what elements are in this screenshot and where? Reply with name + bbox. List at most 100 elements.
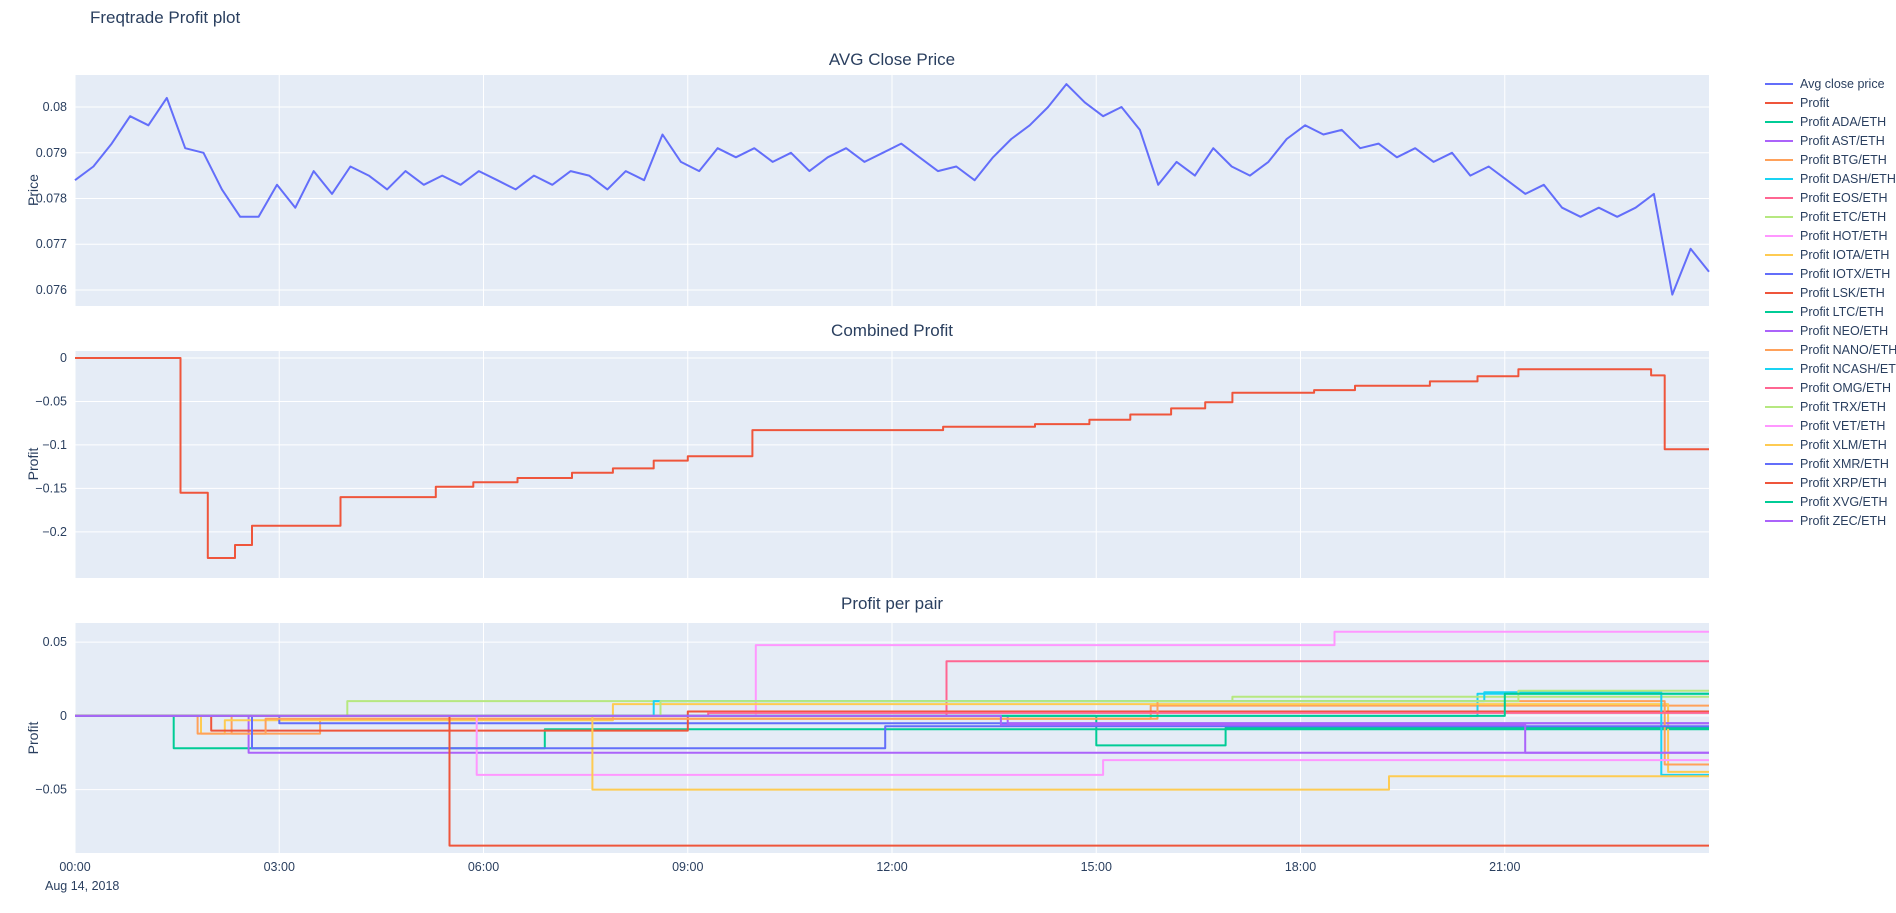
legend-item-label: Profit NANO/ETH [1800, 342, 1896, 357]
legend-item-label: Profit TRX/ETH [1800, 399, 1886, 414]
subplot-1: 0 −0.05 −0.1 −0.15 −0.2 [35, 351, 1709, 578]
y-tick-label: 0 [60, 351, 67, 365]
y-tick-label: 0.05 [43, 635, 67, 649]
legend-line-swatch [1765, 424, 1793, 427]
legend-item-label: Profit LTC/ETH [1800, 304, 1884, 319]
subplot-title-profit-per-pair: Profit per pair [840, 594, 944, 613]
legend-line-swatch [1765, 158, 1793, 161]
legend-item-profit-iota-eth[interactable]: Profit IOTA/ETH [1765, 245, 1896, 264]
legend-line-swatch [1765, 367, 1793, 370]
legend-item-label: Profit XMR/ETH [1800, 456, 1889, 471]
legend-item-avg-close-price[interactable]: Avg close price [1765, 74, 1896, 93]
legend-item-label: Profit IOTX/ETH [1800, 266, 1891, 281]
y-axis-title-price: Price [25, 174, 41, 206]
legend-line-swatch [1765, 215, 1793, 218]
legend-item-label: Profit ADA/ETH [1800, 114, 1887, 129]
series-line-profit-iota-eth [75, 703, 1709, 773]
legend-item-profit-trx-eth[interactable]: Profit TRX/ETH [1765, 397, 1896, 416]
series-line-profit-btg-eth [75, 704, 1709, 735]
x-tick-label: 21:00 [1489, 860, 1520, 874]
legend-line-swatch [1765, 139, 1793, 142]
legend-item-label: Profit AST/ETH [1800, 133, 1885, 148]
legend-item-label: Profit VET/ETH [1800, 418, 1886, 433]
subplot-title-avg-close-price: AVG Close Price [828, 50, 956, 69]
legend-item-label: Profit XLM/ETH [1800, 437, 1887, 452]
legend-item-profit-hot-eth[interactable]: Profit HOT/ETH [1765, 226, 1896, 245]
legend: Avg close price Profit Profit ADA/ETH Profi… [1765, 74, 1896, 530]
legend-item-profit-nano-eth[interactable]: Profit NANO/ETH [1765, 340, 1896, 359]
y-tick-label: −0.15 [35, 481, 67, 495]
legend-item-profit-xlm-eth[interactable]: Profit XLM/ETH [1765, 435, 1896, 454]
legend-item-label: Profit NCASH/ETH [1800, 361, 1896, 376]
legend-line-swatch [1765, 291, 1793, 294]
legend-item-profit-iotx-eth[interactable]: Profit IOTX/ETH [1765, 264, 1896, 283]
legend-item-label: Profit ZEC/ETH [1800, 513, 1887, 528]
legend-line-swatch [1765, 272, 1793, 275]
legend-item-profit-ncash-eth[interactable]: Profit NCASH/ETH [1765, 359, 1896, 378]
legend-line-swatch [1765, 196, 1793, 199]
legend-item-profit-xrp-eth[interactable]: Profit XRP/ETH [1765, 473, 1896, 492]
x-tick-label: 18:00 [1285, 860, 1316, 874]
legend-line-swatch [1765, 481, 1793, 484]
x-tick-label: 12:00 [876, 860, 907, 874]
legend-line-swatch [1765, 101, 1793, 104]
legend-item-label: Profit LSK/ETH [1800, 285, 1885, 300]
legend-item-label: Profit DASH/ETH [1800, 171, 1896, 186]
y-tick-label: −0.05 [35, 783, 67, 797]
legend-line-swatch [1765, 405, 1793, 408]
legend-line-swatch [1765, 519, 1793, 522]
legend-item-label: Profit HOT/ETH [1800, 228, 1888, 243]
legend-item-profit-dash-eth[interactable]: Profit DASH/ETH [1765, 169, 1896, 188]
legend-line-swatch [1765, 120, 1793, 123]
legend-line-swatch [1765, 310, 1793, 313]
x-tick-label: 09:00 [672, 860, 703, 874]
legend-line-swatch [1765, 462, 1793, 465]
legend-item-profit[interactable]: Profit [1765, 93, 1896, 112]
y-axis-title-profit-2: Profit [25, 721, 41, 755]
legend-item-label: Profit [1800, 95, 1830, 110]
legend-item-label: Profit XVG/ETH [1800, 494, 1888, 509]
legend-item-profit-omg-eth[interactable]: Profit OMG/ETH [1765, 378, 1896, 397]
y-tick-label: −0.2 [42, 525, 67, 539]
legend-item-profit-xmr-eth[interactable]: Profit XMR/ETH [1765, 454, 1896, 473]
x-tick-label: 15:00 [1081, 860, 1112, 874]
legend-line-swatch [1765, 348, 1793, 351]
y-tick-label: 0.079 [36, 146, 67, 160]
legend-item-profit-ast-eth[interactable]: Profit AST/ETH [1765, 131, 1896, 150]
y-tick-label: 0 [60, 709, 67, 723]
legend-item-profit-ada-eth[interactable]: Profit ADA/ETH [1765, 112, 1896, 131]
legend-line-swatch [1765, 253, 1793, 256]
charts-canvas[interactable]: 0.076 0.077 0.078 0.079 0.08 0 −0.05 −0.1 −0.15 −… [0, 0, 1750, 913]
page-title: Freqtrade Profit plot [90, 8, 241, 27]
legend-item-profit-etc-eth[interactable]: Profit ETC/ETH [1765, 207, 1896, 226]
subplot-2: 0.05 0 −0.05 [35, 623, 1709, 853]
legend-line-swatch [1765, 234, 1793, 237]
legend-item-profit-xvg-eth[interactable]: Profit XVG/ETH [1765, 492, 1896, 511]
legend-item-profit-ltc-eth[interactable]: Profit LTC/ETH [1765, 302, 1896, 321]
y-tick-label: 0.08 [43, 100, 67, 114]
legend-item-profit-lsk-eth[interactable]: Profit LSK/ETH [1765, 283, 1896, 302]
legend-item-label: Avg close price [1800, 76, 1885, 91]
legend-item-label: Profit OMG/ETH [1800, 380, 1891, 395]
x-axis-date-label: Aug 14, 2018 [45, 879, 120, 893]
legend-line-swatch [1765, 386, 1793, 389]
legend-item-label: Profit BTG/ETH [1800, 152, 1887, 167]
series-line-profit [75, 357, 1709, 559]
legend-item-profit-zec-eth[interactable]: Profit ZEC/ETH [1765, 511, 1896, 530]
legend-item-label: Profit IOTA/ETH [1800, 247, 1890, 262]
legend-line-swatch [1765, 500, 1793, 503]
legend-item-profit-eos-eth[interactable]: Profit EOS/ETH [1765, 188, 1896, 207]
legend-item-profit-neo-eth[interactable]: Profit NEO/ETH [1765, 321, 1896, 340]
legend-item-profit-vet-eth[interactable]: Profit VET/ETH [1765, 416, 1896, 435]
legend-line-swatch [1765, 329, 1793, 332]
x-tick-label: 00:00 [59, 860, 90, 874]
legend-line-swatch [1765, 443, 1793, 446]
y-tick-label: 0.078 [36, 192, 67, 206]
legend-item-label: Profit XRP/ETH [1800, 475, 1887, 490]
y-tick-label: −0.1 [42, 438, 67, 452]
series-line-profit-zec-eth [75, 714, 1709, 754]
y-tick-label: 0.076 [36, 283, 67, 297]
x-tick-label: 06:00 [468, 860, 499, 874]
legend-item-profit-btg-eth[interactable]: Profit BTG/ETH [1765, 150, 1896, 169]
y-tick-label: −0.05 [35, 394, 67, 408]
